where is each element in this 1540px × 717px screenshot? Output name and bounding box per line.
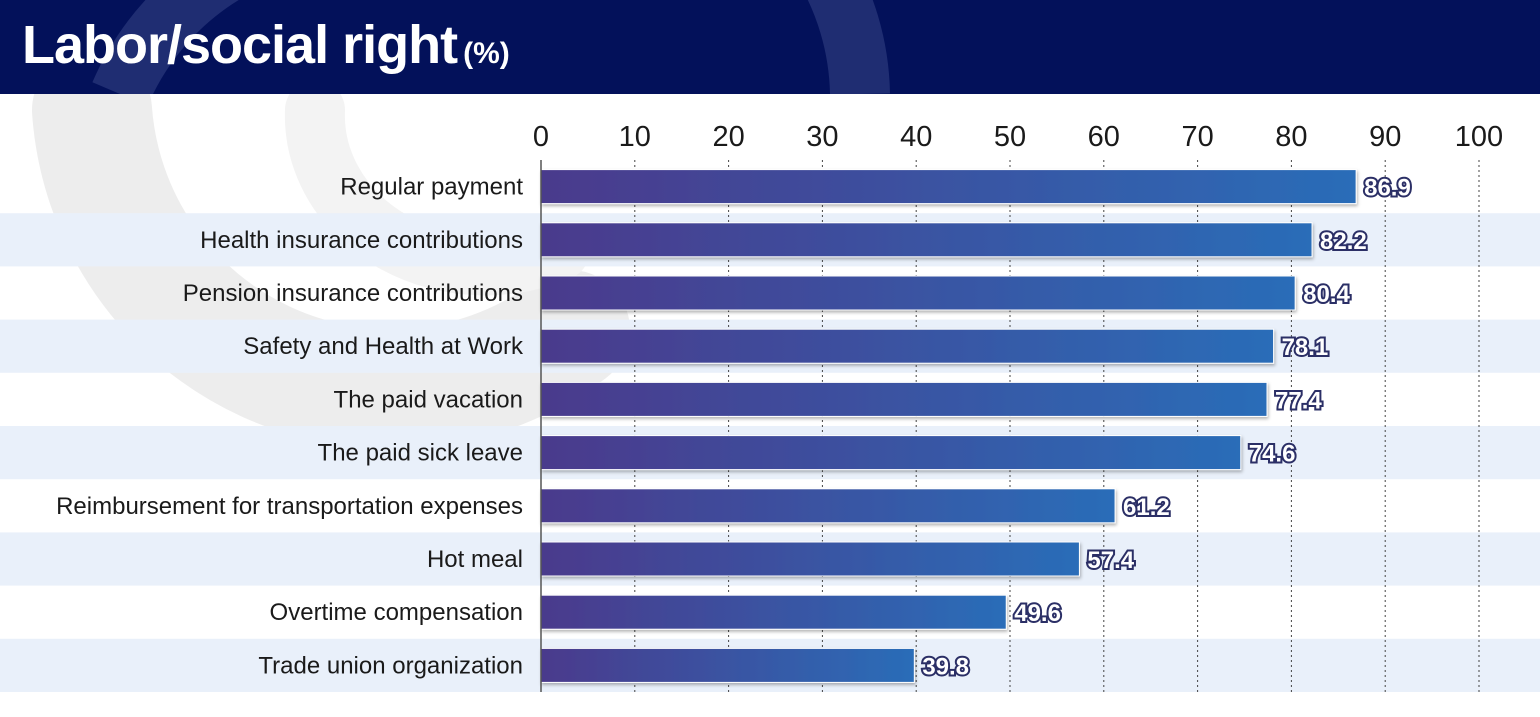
bar (540, 222, 1313, 258)
category-label: Reimbursement for transportation expense… (56, 493, 523, 520)
header-watermark-arc (92, 0, 890, 94)
category-label: The paid sick leave (318, 440, 523, 467)
x-tick-label: 30 (806, 121, 838, 153)
bar (540, 328, 1275, 364)
gridlines (634, 160, 1480, 692)
value-label: 39.8 (922, 653, 969, 680)
value-label: 80.4 (1303, 281, 1350, 308)
bar (540, 488, 1116, 524)
chart-header: Labor/social right (%) (0, 0, 1540, 94)
value-labels: 86.9 82.2 80.4 78.1 77.4 74.6 61.2 57.4 49.6 39.8 (920, 173, 1413, 683)
category-label: Health insurance contributions (200, 227, 523, 254)
category-label: Pension insurance contributions (183, 280, 523, 307)
bar (540, 381, 1268, 417)
value-label: 74.6 (1249, 441, 1296, 468)
category-label: Safety and Health at Work (243, 333, 524, 360)
value-label: 78.1 (1282, 334, 1329, 361)
category-labels: Regular payment Health insurance contribu… (56, 174, 524, 680)
x-tick-label: 10 (619, 121, 651, 153)
chart-title: Labor/social right (%) (22, 10, 510, 94)
value-label: 77.4 (1275, 387, 1322, 414)
category-label: The paid vacation (334, 386, 523, 413)
x-tick-label: 70 (1181, 121, 1213, 153)
x-tick-label: 40 (900, 121, 932, 153)
chart-title-text: Labor/social right (22, 15, 458, 75)
category-label: Hot meal (427, 546, 523, 573)
category-label: Overtime compensation (270, 599, 523, 626)
category-label: Regular payment (340, 174, 523, 201)
bar (540, 594, 1007, 630)
value-label: 86.9 (1364, 175, 1411, 202)
bar (540, 275, 1296, 311)
bar (540, 169, 1357, 205)
bar (540, 541, 1080, 577)
x-tick-label: 0 (533, 121, 549, 153)
value-label: 61.2 (1123, 494, 1170, 521)
value-label: 49.6 (1014, 600, 1061, 627)
x-tick-label: 20 (712, 121, 744, 153)
x-tick-label: 90 (1369, 121, 1401, 153)
x-tick-label: 80 (1275, 121, 1307, 153)
x-tick-label: 60 (1088, 121, 1120, 153)
x-tick-label: 50 (994, 121, 1026, 153)
bar (540, 647, 915, 683)
value-label: 57.4 (1087, 547, 1134, 574)
bars (540, 169, 1357, 683)
x-tick-label: 100 (1455, 121, 1503, 153)
category-label: Trade union organization (258, 652, 523, 679)
value-label: 82.2 (1320, 228, 1367, 255)
chart-title-unit: (%) (463, 37, 510, 70)
x-axis-ticks: 0 10 20 30 40 50 60 70 80 90 100 (533, 121, 1503, 153)
bar (540, 435, 1242, 471)
